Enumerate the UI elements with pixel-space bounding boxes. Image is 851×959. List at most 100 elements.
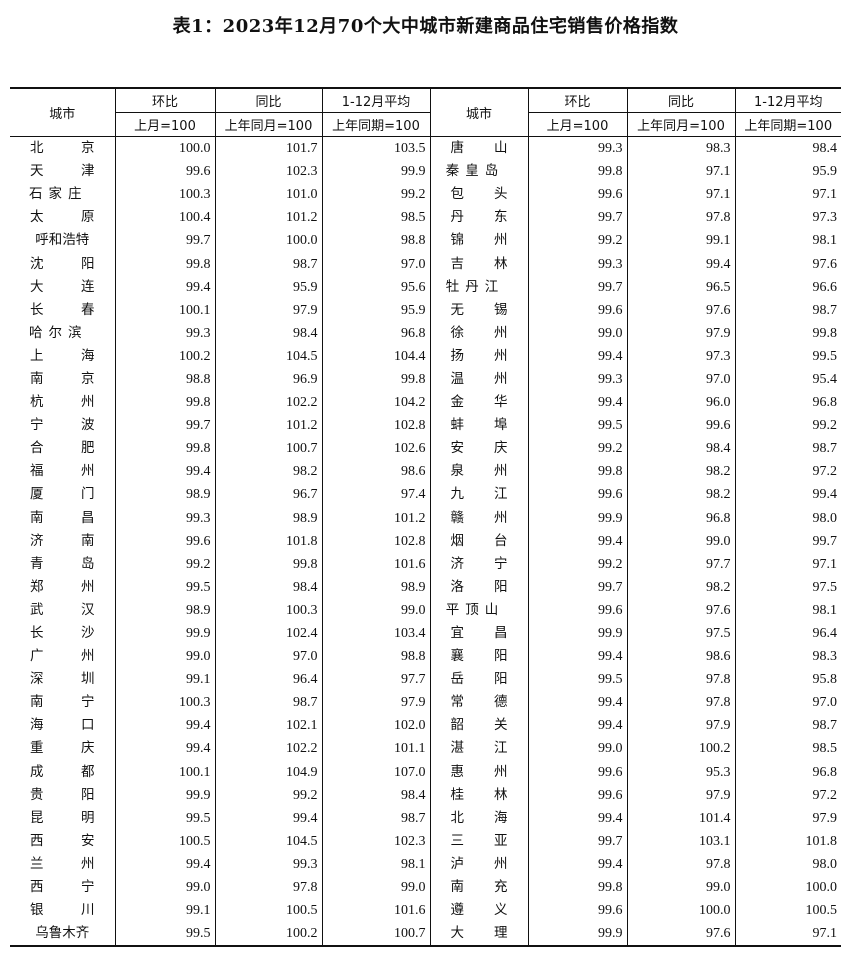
cell-city: 太原 <box>10 206 116 230</box>
cell-mom-value: 99.5 <box>115 922 216 947</box>
cell-yoy-value: 98.2 <box>627 460 736 484</box>
table-row: 宁波 99.7 101.2 102.8 蚌埠 99.5 99.6 99.2 <box>10 414 841 438</box>
header-yoy: 同比 <box>215 88 323 113</box>
cell-yoy-value: 99.3 <box>215 852 323 876</box>
cell-yoy-value: 100.7 <box>215 437 323 461</box>
cell-yoy-value: 101.8 <box>215 529 323 553</box>
cell-yoy-value: 96.8 <box>627 506 736 530</box>
cell-avg-value: 96.4 <box>812 626 838 642</box>
cell-city: 济宁 <box>430 552 529 576</box>
table-row: 兰州 99.4 99.3 98.1 泸州 99.4 97.8 98.0 <box>10 852 841 876</box>
cell-avg-value: 101.6 <box>322 899 431 923</box>
cell-mom-value: 99.6 <box>528 760 628 784</box>
cell-avg-value: 97.2 <box>812 787 838 803</box>
header-avg-base: 上年同期=100 <box>735 112 841 137</box>
cell-city: 沈阳 <box>10 252 116 276</box>
cell-mom-value: 99.9 <box>115 621 216 646</box>
cell-yoy-value: 95.3 <box>627 760 736 784</box>
cell-city: 洛阳 <box>430 575 529 599</box>
table-row: 杭州 99.8 102.2 104.2 金华 99.4 96.0 96.8 <box>10 391 841 415</box>
table-row: 乌鲁木齐 99.5 100.2 100.7 大理 99.9 97.6 97.1 <box>10 922 841 947</box>
cell-city: 赣州 <box>430 506 529 530</box>
table-row: 长春 100.1 97.9 95.9 无锡 99.6 97.6 98.7 <box>10 298 841 322</box>
cell-mom-value: 99.0 <box>528 737 628 761</box>
cell-mom-value: 99.4 <box>115 275 216 299</box>
cell-city: 海口 <box>10 714 116 738</box>
cell-avg-value: 103.5 <box>322 136 431 161</box>
cell-avg-value: 97.0 <box>322 252 431 276</box>
table-row: 深圳 99.1 96.4 97.7 岳阳 99.5 97.8 95.8 <box>10 668 841 692</box>
table-row: 西宁 99.0 97.8 99.0 南充 99.8 99.0 100.0 <box>10 876 841 900</box>
cell-mom-value: 99.1 <box>115 899 216 923</box>
cell-mom-value: 99.6 <box>115 160 216 184</box>
table-row: 广州 99.0 97.0 98.8 襄阳 99.4 98.6 98.3 <box>10 645 841 669</box>
cell-avg-value: 98.4 <box>322 783 431 807</box>
cell-mom-value: 99.4 <box>115 460 216 484</box>
cell-mom-value: 99.2 <box>528 437 628 461</box>
cell-mom-value: 98.8 <box>115 367 216 392</box>
cell-avg-value: 98.8 <box>322 645 431 669</box>
cell-avg-value: 97.2 <box>812 464 838 480</box>
table-row: 石家庄 100.3 101.0 99.2 包头 99.6 97.1 97.1 <box>10 183 841 207</box>
table-row: 海口 99.4 102.1 102.0 韶关 99.4 97.9 98.7 <box>10 714 841 738</box>
cell-mom-value: 100.4 <box>115 206 216 230</box>
cell-avg-value: 98.5 <box>322 206 431 230</box>
cell-yoy-value: 97.6 <box>627 598 736 622</box>
cell-yoy-value: 95.9 <box>215 275 323 299</box>
cell-mom-value: 99.7 <box>528 829 628 853</box>
cell-yoy-value: 98.4 <box>215 575 323 599</box>
cell-city: 重庆 <box>10 737 116 761</box>
cell-yoy-value: 97.8 <box>215 876 323 900</box>
cell-avg-value: 98.6 <box>322 460 431 484</box>
cell-city: 大理 <box>430 922 529 947</box>
cell-avg-value: 100.5 <box>805 903 838 919</box>
cell-yoy-value: 96.9 <box>215 367 323 392</box>
table-row: 成都 100.1 104.9 107.0 惠州 99.6 95.3 96.8 <box>10 760 841 784</box>
cell-mom-value: 99.8 <box>528 876 628 900</box>
cell-yoy-value: 97.6 <box>627 298 736 322</box>
cell-city: 锦州 <box>430 229 529 253</box>
cell-yoy-value: 102.2 <box>215 737 323 761</box>
cell-city: 桂林 <box>430 783 529 807</box>
cell-mom-value: 99.0 <box>528 321 628 345</box>
cell-city: 牡丹江 <box>430 275 529 299</box>
cell-avg-value: 95.9 <box>812 164 838 180</box>
cell-avg-value: 95.9 <box>322 298 431 322</box>
cell-city: 西宁 <box>10 876 116 900</box>
cell-city: 兰州 <box>10 852 116 876</box>
cell-mom-value: 100.3 <box>115 691 216 715</box>
cell-avg-value: 97.9 <box>812 810 838 826</box>
cell-avg-value: 98.7 <box>812 302 838 318</box>
cell-yoy-value: 98.3 <box>627 136 736 161</box>
header-avg: 1-12月平均 <box>322 88 431 113</box>
cell-yoy-value: 97.9 <box>627 321 736 345</box>
cell-city: 南昌 <box>10 506 116 530</box>
cell-yoy-value: 97.8 <box>627 691 736 715</box>
cell-city: 乌鲁木齐 <box>10 922 116 947</box>
cell-avg-value: 104.4 <box>322 344 431 368</box>
cell-yoy-value: 97.8 <box>627 852 736 876</box>
cell-mom-value: 100.2 <box>115 344 216 368</box>
cell-avg-value: 99.2 <box>322 183 431 207</box>
cell-city: 厦门 <box>10 483 116 507</box>
table-row: 南宁 100.3 98.7 97.9 常德 99.4 97.8 97.0 <box>10 691 841 715</box>
cell-avg-value: 102.8 <box>322 414 431 438</box>
table-row: 厦门 98.9 96.7 97.4 九江 99.6 98.2 99.4 <box>10 483 841 507</box>
cell-city: 包头 <box>430 183 529 207</box>
cell-yoy-value: 97.0 <box>627 367 736 392</box>
cell-mom-value: 99.4 <box>528 691 628 715</box>
cell-mom-value: 99.7 <box>115 229 216 253</box>
table-row: 哈尔滨 99.3 98.4 96.8 徐州 99.0 97.9 99.8 <box>10 321 841 345</box>
cell-avg-value: 100.0 <box>805 880 838 896</box>
cell-mom-value: 99.0 <box>115 876 216 900</box>
cell-city: 安庆 <box>430 437 529 461</box>
header-avg: 1-12月平均 <box>735 88 841 113</box>
cell-mom-value: 99.3 <box>115 506 216 530</box>
cell-yoy-value: 97.1 <box>627 160 736 184</box>
cell-yoy-value: 97.8 <box>627 206 736 230</box>
cell-city: 遵义 <box>430 899 529 923</box>
table-row: 北京 100.0 101.7 103.5 唐山 99.3 98.3 98.4 <box>10 136 841 161</box>
table-row: 郑州 99.5 98.4 98.9 洛阳 99.7 98.2 97.5 <box>10 575 841 599</box>
table-row: 长沙 99.9 102.4 103.4 宜昌 99.9 97.5 96.4 <box>10 621 841 646</box>
cell-avg-value: 97.1 <box>812 926 838 942</box>
